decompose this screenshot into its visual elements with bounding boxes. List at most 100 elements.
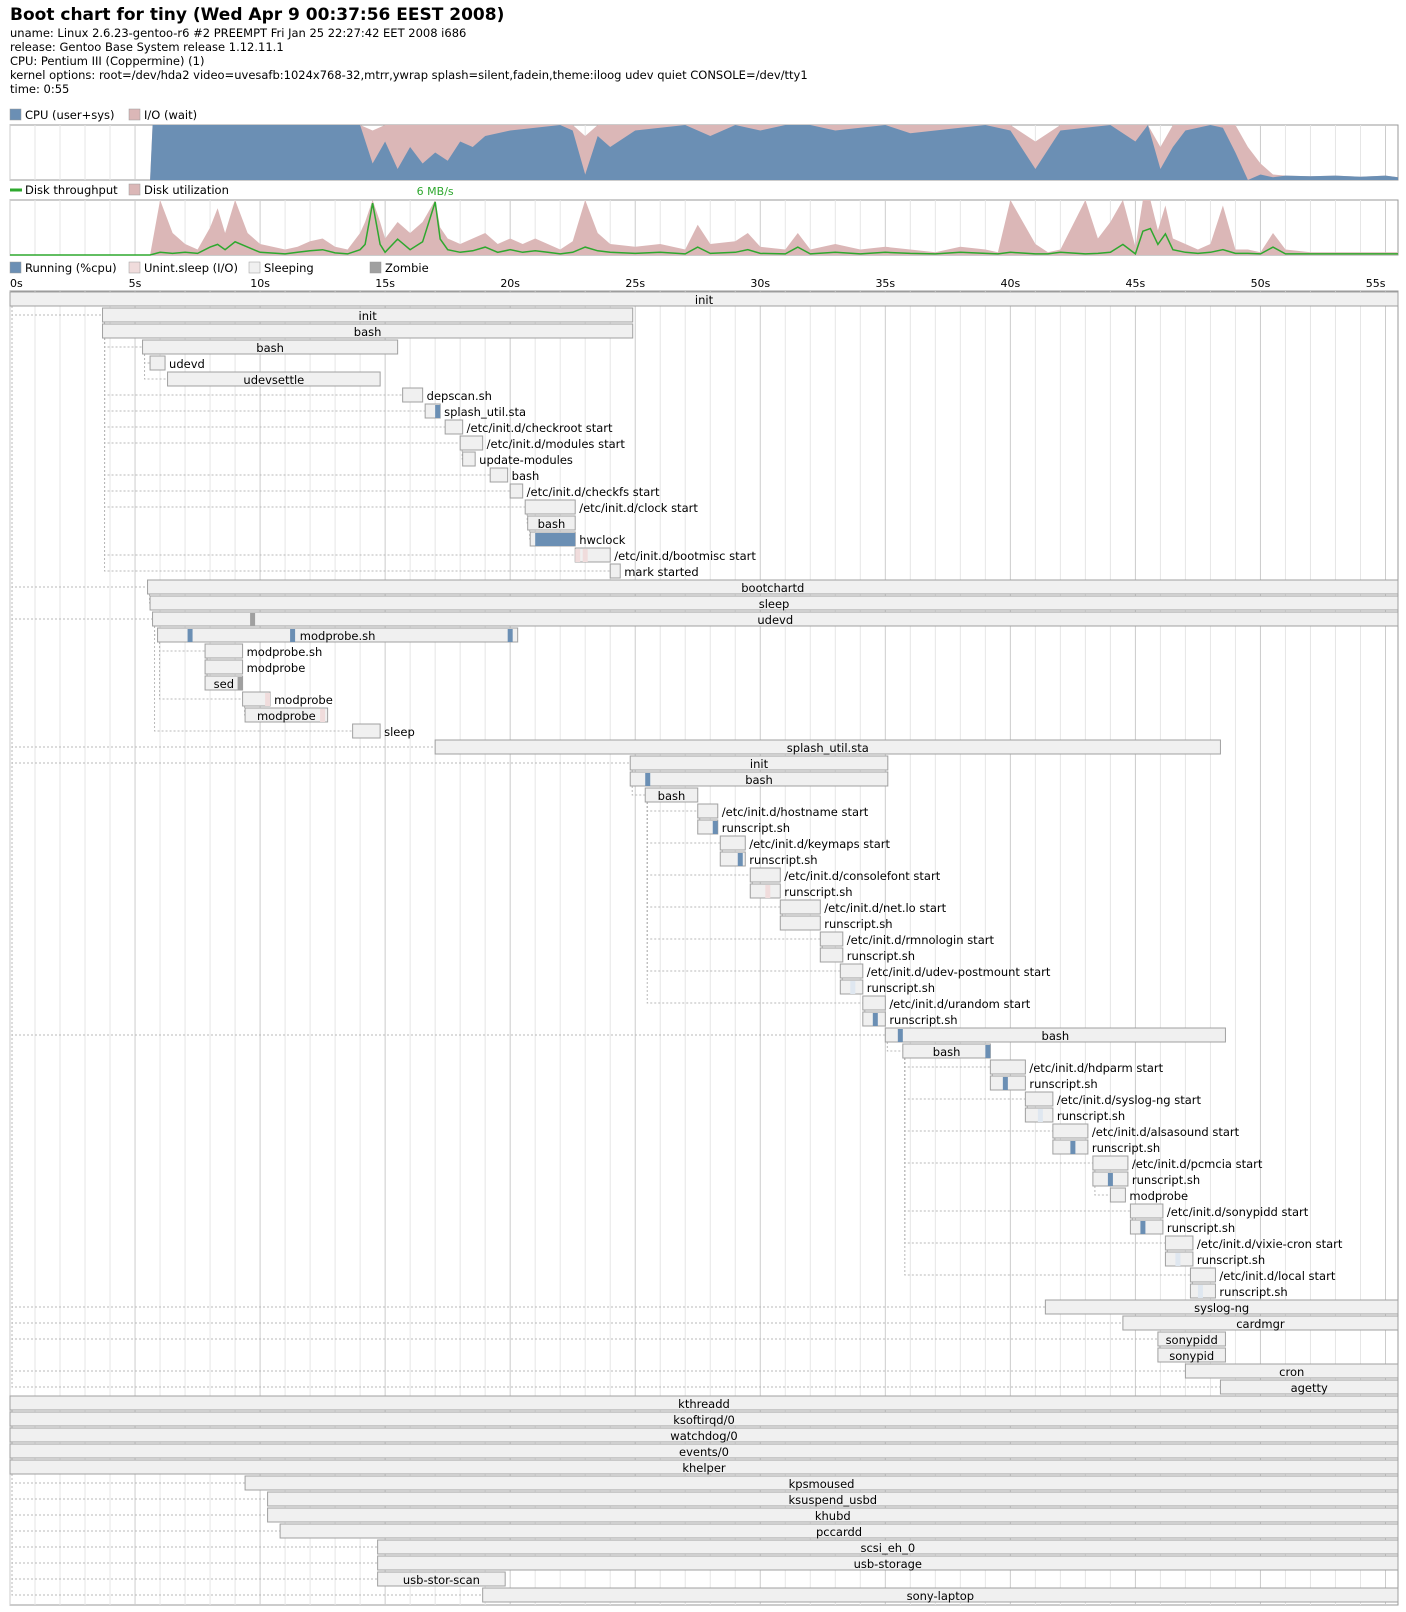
process-row: cron	[1184, 1363, 1399, 1379]
process-box	[574, 547, 611, 563]
process-label: modprobe.sh	[247, 645, 323, 659]
process-activity	[582, 549, 588, 562]
process-box	[9, 1443, 1399, 1459]
process-row: udevsettle	[167, 371, 381, 387]
process-label: /etc/init.d/consolefont start	[784, 869, 940, 883]
process-row: bash	[527, 515, 576, 531]
process-box	[1129, 1203, 1164, 1219]
process-row: /etc/init.d/bootmisc start	[574, 547, 756, 563]
process-row: /etc/init.d/consolefont start	[749, 867, 941, 883]
process-row: modprobe.sh	[204, 643, 323, 659]
process-label: runscript.sh	[847, 949, 915, 963]
process-row: udevd	[152, 611, 1399, 627]
process-row: init	[9, 291, 1399, 307]
process-label: runscript.sh	[722, 821, 790, 835]
process-row: hwclock	[529, 531, 626, 547]
legend-zombie-swatch	[369, 261, 382, 274]
process-label: cron	[1279, 1365, 1304, 1379]
process-activity	[645, 773, 651, 786]
process-label: depscan.sh	[427, 389, 492, 403]
process-box	[102, 323, 634, 339]
tick-label: 35s	[875, 277, 895, 290]
process-box	[779, 899, 821, 915]
process-box	[462, 451, 476, 467]
process-label: bootchartd	[741, 581, 804, 595]
process-row: watchdog/0	[9, 1427, 1399, 1443]
process-box	[157, 627, 519, 643]
process-box	[1044, 1299, 1399, 1315]
process-row: runscript.sh	[839, 979, 935, 995]
process-box	[244, 707, 329, 723]
process-box	[204, 659, 244, 675]
process-label: runscript.sh	[889, 1013, 957, 1027]
process-box	[402, 387, 424, 403]
cpu-chart	[9, 124, 1399, 181]
legend-unint-sleep-label: Unint.sleep (I/O)	[144, 261, 238, 275]
process-box	[989, 1059, 1026, 1075]
process-box	[819, 947, 844, 963]
process-row: /etc/init.d/checkroot start	[444, 419, 613, 435]
process-box	[1122, 1315, 1399, 1331]
process-box	[719, 835, 746, 851]
process-label: sed	[214, 677, 234, 691]
process-label: /etc/init.d/rmnologin start	[847, 933, 995, 947]
process-label: kthreadd	[678, 1397, 730, 1411]
process-row: bash	[142, 339, 399, 355]
process-label: /etc/init.d/local start	[1219, 1269, 1335, 1283]
process-row: /etc/init.d/sonypidd start	[1129, 1203, 1309, 1219]
process-box	[839, 963, 864, 979]
process-row: runscript.sh	[819, 947, 915, 963]
tick-label: 0s	[10, 277, 23, 290]
process-box	[749, 867, 781, 883]
process-box	[102, 307, 634, 323]
process-row: runscript.sh	[749, 883, 853, 899]
process-label: hwclock	[579, 533, 626, 547]
process-row: sonypidd	[1157, 1331, 1226, 1347]
process-row: kthreadd	[9, 1395, 1399, 1411]
process-row: sonypid	[1157, 1347, 1226, 1363]
process-label: modprobe	[274, 693, 333, 707]
legend-io-label: I/O (wait)	[144, 108, 197, 122]
process-box	[9, 1459, 1399, 1475]
process-activity	[320, 709, 326, 722]
process-label: sleep	[384, 725, 415, 739]
process-row: bootchartd	[147, 579, 1399, 595]
process-label: runscript.sh	[824, 917, 892, 931]
process-row: update-modules	[462, 451, 573, 467]
legend-sleeping-swatch	[248, 261, 261, 274]
process-chart: init init bash bash udevd udevsettle depscan.s…	[9, 290, 1399, 1606]
process-row: khubd	[267, 1507, 1399, 1523]
process-label: udevsettle	[243, 373, 304, 387]
process-box	[9, 1395, 1399, 1411]
process-label: bash	[512, 469, 540, 483]
process-activity	[237, 677, 243, 690]
process-label: /etc/init.d/hdparm start	[1029, 1061, 1163, 1075]
process-row: /etc/init.d/hdparm start	[989, 1059, 1164, 1075]
process-activity	[1197, 1285, 1203, 1298]
process-row: runscript.sh	[719, 851, 818, 867]
process-row: udevd	[149, 355, 205, 371]
process-box	[149, 355, 166, 371]
process-activity	[507, 629, 513, 642]
process-row: sony-laptop	[482, 1587, 1399, 1603]
process-box	[149, 595, 1399, 611]
process-row: modprobe	[204, 659, 305, 675]
process-label: runscript.sh	[784, 885, 852, 899]
process-box	[1157, 1347, 1226, 1363]
process-row: splash_util.sta	[424, 403, 526, 419]
process-row: /etc/init.d/checkfs start	[509, 483, 660, 499]
process-row: /etc/init.d/rmnologin start	[819, 931, 995, 947]
process-box	[1109, 1187, 1126, 1203]
process-row: runscript.sh	[779, 915, 893, 931]
release-line: release: Gentoo Base System release 1.12…	[10, 40, 284, 54]
tick-label: 55s	[1366, 277, 1386, 290]
process-row: sleep	[352, 723, 415, 739]
process-label: kpsmoused	[789, 1477, 855, 1491]
process-row: bash	[902, 1043, 991, 1059]
legend-disk-util-swatch	[128, 183, 141, 196]
process-box	[779, 915, 821, 931]
process-activity	[265, 693, 271, 706]
process-label: modprobe.sh	[300, 629, 376, 643]
process-row: /etc/init.d/urandom start	[862, 995, 1031, 1011]
process-row: /etc/init.d/hostname start	[697, 803, 869, 819]
